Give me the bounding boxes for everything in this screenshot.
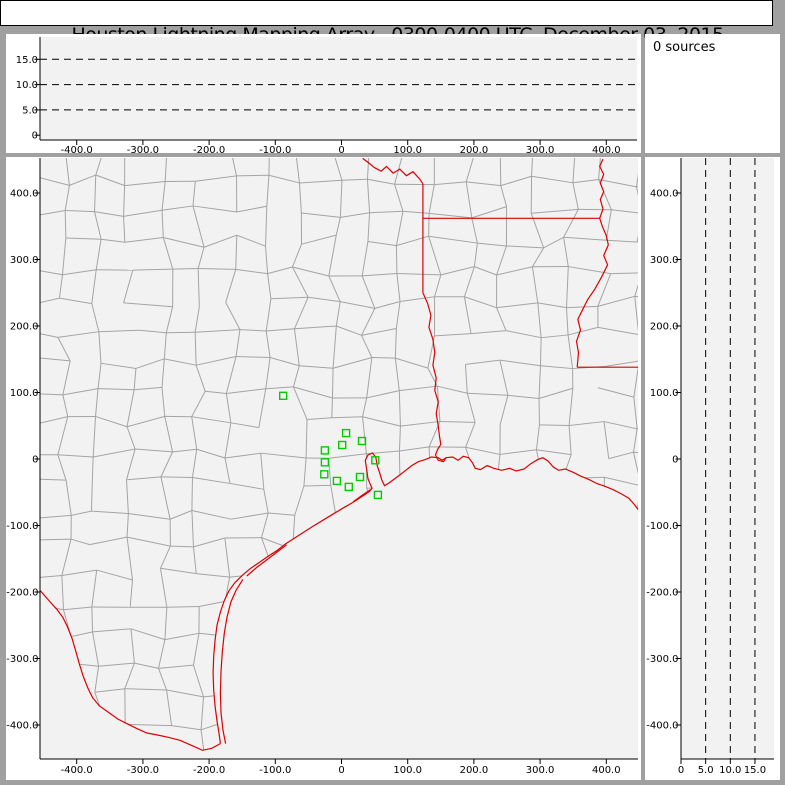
x-tick-label: 10.0 xyxy=(719,765,741,776)
sources-panel: 0 sources xyxy=(645,34,780,153)
x-tick-label: -300.0 xyxy=(127,765,159,776)
dashed-gridlines xyxy=(705,158,756,759)
barrier-island xyxy=(219,579,244,744)
y-tick-label: 15.0 xyxy=(16,55,38,66)
x-tick-label: 100.0 xyxy=(393,765,422,776)
y-tick-label: -200.0 xyxy=(646,588,678,599)
lma-station-marker xyxy=(355,472,365,482)
dashed-gridlines xyxy=(40,58,637,111)
y-tick-label: 0 xyxy=(32,131,38,142)
y-tick-label: -200.0 xyxy=(6,588,38,599)
y-tick-label: -400.0 xyxy=(6,721,38,732)
altitude-ew-panel[interactable]: 0 5.0 10.0 15.0 -400.0 -300.0 -200.0 -100.0 0 100… xyxy=(6,34,641,156)
y-tick-label: 200.0 xyxy=(650,322,679,333)
y-tick-label: 10.0 xyxy=(16,80,38,91)
altitude-ns-panel[interactable]: 400.0 300.0 200.0 100.0 0 -100.0 -200.0 -300.0 -… xyxy=(645,157,780,780)
x-tick-label: 100.0 xyxy=(393,145,422,156)
lma-station-marker xyxy=(320,458,330,467)
x-tick-label: 0 xyxy=(338,145,344,156)
altitude-ew-plot[interactable]: 0 5.0 10.0 15.0 -400.0 -300.0 -200.0 -100.0 0 100… xyxy=(6,34,641,156)
axis-ticks: 400.0 300.0 200.0 100.0 0 -100.0 -200.0 -300.0 -… xyxy=(6,189,620,777)
x-tick-label: -100.0 xyxy=(259,765,291,776)
lma-station-marker xyxy=(320,470,329,479)
sabine-river xyxy=(422,292,447,463)
lma-station-marker xyxy=(344,482,353,492)
x-tick-label: -400.0 xyxy=(61,145,93,156)
axis-ticks: 400.0 300.0 200.0 100.0 0 -100.0 -200.0 -300.0 -… xyxy=(646,189,766,777)
red-river xyxy=(362,157,424,185)
y-tick-label: -400.0 xyxy=(646,721,678,732)
map-plot[interactable]: 400.0 300.0 200.0 100.0 0 -100.0 -200.0 -300.0 -… xyxy=(6,157,641,780)
x-tick-label: 0 xyxy=(678,765,684,776)
x-tick-label: 5.0 xyxy=(698,765,714,776)
x-tick-label: 0 xyxy=(338,765,344,776)
lma-station-marker xyxy=(341,428,351,438)
plot-background xyxy=(40,37,637,140)
lma-station-marker xyxy=(373,490,383,500)
lma-station-marker xyxy=(332,476,342,486)
lma-station-marker xyxy=(371,456,380,465)
x-tick-label: 200.0 xyxy=(460,145,489,156)
plot-background xyxy=(40,158,638,759)
mississippi-river xyxy=(575,158,609,368)
barrier-island xyxy=(353,489,371,503)
y-tick-label: -100.0 xyxy=(646,521,678,532)
y-tick-label: -300.0 xyxy=(646,654,678,665)
y-tick-label: 100.0 xyxy=(650,388,679,399)
y-tick-label: 300.0 xyxy=(10,255,39,266)
lma-station-marker xyxy=(279,391,288,401)
y-tick-label: 0 xyxy=(672,455,678,466)
altitude-ns-plot[interactable]: 400.0 300.0 200.0 100.0 0 -100.0 -200.0 -300.0 -… xyxy=(645,157,780,780)
coastline xyxy=(39,452,639,751)
x-tick-label: -300.0 xyxy=(127,145,159,156)
x-tick-label: -200.0 xyxy=(193,145,225,156)
x-tick-label: -400.0 xyxy=(61,765,93,776)
state-borders xyxy=(362,157,639,463)
x-tick-label: -200.0 xyxy=(193,765,225,776)
axis-ticks: 0 5.0 10.0 15.0 -400.0 -300.0 -200.0 -100.0 0 100… xyxy=(16,55,621,156)
y-tick-label: 0 xyxy=(32,455,38,466)
x-tick-label: 400.0 xyxy=(592,145,621,156)
x-tick-label: 300.0 xyxy=(526,765,555,776)
lma-station-marker xyxy=(357,436,367,446)
map-panel[interactable]: 400.0 300.0 200.0 100.0 0 -100.0 -200.0 -300.0 -… xyxy=(6,157,641,780)
y-tick-label: -300.0 xyxy=(6,654,38,665)
rio-grande xyxy=(39,590,221,751)
x-tick-label: -100.0 xyxy=(259,145,291,156)
y-tick-label: 200.0 xyxy=(10,322,39,333)
plot-background xyxy=(681,158,774,759)
barrier-island xyxy=(246,544,287,577)
y-tick-label: -100.0 xyxy=(6,521,38,532)
x-tick-label: 300.0 xyxy=(526,145,555,156)
x-tick-label: 200.0 xyxy=(460,765,489,776)
lma-station-marker xyxy=(338,440,347,450)
x-tick-label: 400.0 xyxy=(592,765,621,776)
y-tick-label: 100.0 xyxy=(10,388,39,399)
x-tick-label: 15.0 xyxy=(744,765,766,776)
gulf-coast xyxy=(212,452,639,744)
y-tick-label: 400.0 xyxy=(650,189,679,200)
title-bar: Houston Lightning Mapping Array 0300-040… xyxy=(0,0,773,46)
station-markers xyxy=(279,391,383,500)
y-tick-label: 300.0 xyxy=(650,255,679,266)
y-tick-label: 400.0 xyxy=(10,189,39,200)
lma-station-marker xyxy=(320,446,330,455)
y-tick-label: 5.0 xyxy=(22,105,38,116)
sources-count: 0 sources xyxy=(653,40,716,55)
